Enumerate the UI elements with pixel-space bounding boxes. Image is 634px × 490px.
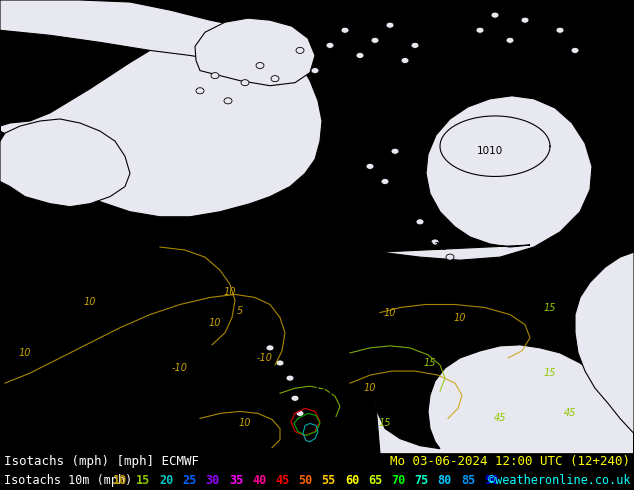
- Ellipse shape: [386, 22, 394, 28]
- Text: 10: 10: [209, 318, 221, 328]
- Ellipse shape: [296, 411, 304, 416]
- Text: Isotachs 10m (mph): Isotachs 10m (mph): [4, 474, 132, 487]
- Ellipse shape: [416, 219, 424, 225]
- Text: 55: 55: [321, 474, 336, 487]
- Text: 25: 25: [183, 474, 197, 487]
- PathPatch shape: [380, 96, 592, 260]
- PathPatch shape: [375, 345, 634, 454]
- Text: 15: 15: [378, 418, 391, 428]
- Text: 65: 65: [368, 474, 382, 487]
- PathPatch shape: [575, 252, 634, 454]
- Ellipse shape: [356, 52, 364, 58]
- Text: 45: 45: [564, 408, 576, 418]
- Ellipse shape: [276, 360, 284, 366]
- Text: 10: 10: [224, 288, 236, 297]
- Text: ©weatheronline.co.uk: ©weatheronline.co.uk: [488, 474, 630, 487]
- Text: 30: 30: [205, 474, 220, 487]
- Text: 60: 60: [345, 474, 359, 487]
- Text: 10: 10: [364, 383, 376, 393]
- Text: 10: 10: [239, 418, 251, 428]
- Ellipse shape: [286, 375, 294, 381]
- Text: 10: 10: [84, 297, 96, 308]
- Ellipse shape: [256, 63, 264, 69]
- Text: 70: 70: [391, 474, 406, 487]
- Text: 35: 35: [229, 474, 243, 487]
- Ellipse shape: [271, 75, 279, 82]
- Text: -10: -10: [172, 363, 188, 373]
- Text: -10: -10: [257, 353, 273, 363]
- PathPatch shape: [195, 18, 315, 86]
- Ellipse shape: [411, 42, 419, 49]
- Ellipse shape: [296, 48, 304, 53]
- Ellipse shape: [446, 254, 454, 260]
- Ellipse shape: [241, 80, 249, 86]
- Ellipse shape: [391, 148, 399, 154]
- Ellipse shape: [491, 12, 499, 18]
- Text: 85: 85: [461, 474, 475, 487]
- Text: 10: 10: [384, 308, 396, 318]
- PathPatch shape: [0, 60, 130, 207]
- Text: 5: 5: [237, 306, 243, 316]
- Ellipse shape: [341, 27, 349, 33]
- Text: 75: 75: [415, 474, 429, 487]
- Ellipse shape: [556, 27, 564, 33]
- Text: 15: 15: [544, 302, 556, 313]
- Text: 50: 50: [299, 474, 313, 487]
- Ellipse shape: [196, 88, 204, 94]
- Text: 80: 80: [437, 474, 452, 487]
- Text: 20: 20: [159, 474, 174, 487]
- Ellipse shape: [311, 68, 319, 74]
- Text: 15: 15: [136, 474, 150, 487]
- Ellipse shape: [291, 395, 299, 401]
- Text: 10: 10: [454, 313, 466, 322]
- Ellipse shape: [266, 345, 274, 351]
- Ellipse shape: [211, 73, 219, 79]
- Ellipse shape: [521, 17, 529, 23]
- Ellipse shape: [506, 37, 514, 43]
- Ellipse shape: [476, 27, 484, 33]
- Ellipse shape: [431, 239, 439, 245]
- PathPatch shape: [0, 25, 322, 217]
- Ellipse shape: [224, 98, 232, 104]
- Text: 45: 45: [275, 474, 290, 487]
- PathPatch shape: [0, 0, 285, 63]
- Ellipse shape: [326, 42, 334, 49]
- Ellipse shape: [371, 37, 379, 43]
- Ellipse shape: [381, 178, 389, 185]
- Text: 10: 10: [113, 474, 127, 487]
- Text: 10: 10: [19, 348, 31, 358]
- Text: 15: 15: [544, 368, 556, 378]
- Text: 15: 15: [424, 358, 436, 368]
- Text: 1010: 1010: [422, 242, 448, 252]
- Text: 40: 40: [252, 474, 266, 487]
- Text: Mo 03-06-2024 12:00 UTC (12+240): Mo 03-06-2024 12:00 UTC (12+240): [390, 455, 630, 468]
- Ellipse shape: [571, 48, 579, 53]
- Text: 45: 45: [494, 414, 507, 423]
- Ellipse shape: [366, 163, 374, 170]
- Text: 1010: 1010: [477, 146, 503, 156]
- Text: Isotachs (mph) [mph] ECMWF: Isotachs (mph) [mph] ECMWF: [4, 455, 199, 468]
- Ellipse shape: [401, 57, 409, 64]
- Text: 90: 90: [484, 474, 498, 487]
